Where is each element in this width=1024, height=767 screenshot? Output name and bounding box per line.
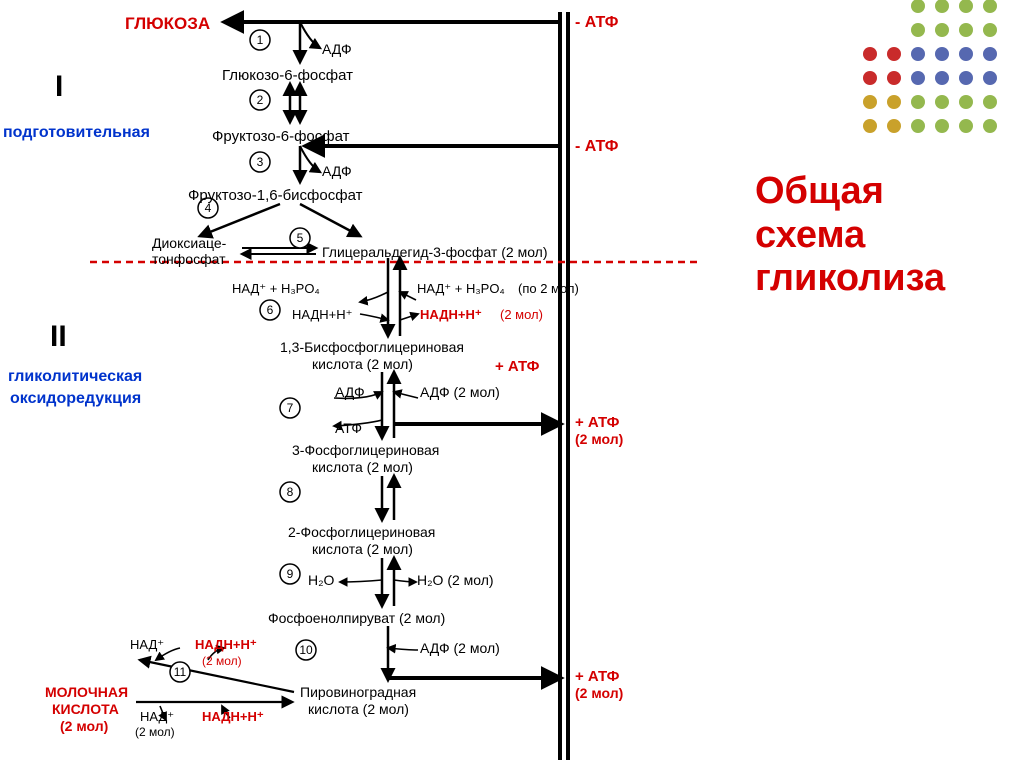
- compound-pyr2: кислота (2 мол): [308, 701, 409, 717]
- diagram-title: Общая схема гликолиза: [755, 170, 945, 301]
- cofactor-16: (2 мол): [202, 655, 242, 669]
- atp-rail-2: + АТФ: [495, 358, 539, 375]
- svg-text:3: 3: [257, 155, 264, 169]
- compound-lac2: КИСЛОТА: [52, 701, 119, 717]
- compound-g6p: Глюкозо-6-фосфат: [222, 67, 353, 84]
- atp-rail-0: - АТФ: [575, 14, 618, 32]
- cofactor-8: АДФ: [335, 384, 365, 400]
- svg-text:8: 8: [287, 485, 294, 499]
- phase-label-phase2a: гликолитическая: [8, 368, 142, 386]
- cofactor-10: АДФ (2 мол): [420, 384, 500, 400]
- compound-2pg2: кислота (2 мол): [312, 541, 413, 557]
- cofactor-0: АДФ: [322, 41, 352, 57]
- compound-lac1: МОЛОЧНАЯ: [45, 684, 128, 700]
- compound-3pg1: 3-Фосфоглицериновая: [292, 442, 439, 458]
- compound-fbp: Фруктозо-1,6-бисфосфат: [188, 187, 362, 204]
- cofactor-15: НАДН+Н⁺: [195, 638, 257, 653]
- cofactor-3: НАД⁺ + H₃PO₄: [417, 282, 505, 297]
- compound-dhap2: тонфосфат: [152, 251, 226, 267]
- phase-label-phase2_num: II: [50, 320, 67, 355]
- cofactor-9: АТФ: [335, 420, 362, 436]
- phase-label-phase2b: оксидоредукция: [10, 390, 141, 408]
- compound-lac3: (2 мол): [60, 718, 108, 734]
- atp-rail-1: - АТФ: [575, 138, 618, 156]
- cofactor-1: АДФ: [322, 163, 352, 179]
- compound-glucose: ГЛЮКОЗА: [125, 14, 210, 34]
- svg-text:1: 1: [257, 33, 264, 47]
- compound-pyr1: Пировиноградная: [300, 684, 416, 700]
- svg-text:11: 11: [174, 665, 187, 679]
- cofactor-2: НАД⁺ + H₃PO₄: [232, 282, 320, 297]
- svg-text:7: 7: [287, 401, 294, 415]
- cofactor-6: НАДН+Н⁺: [420, 308, 482, 323]
- svg-text:2: 2: [257, 93, 264, 107]
- cofactor-14: НАД⁺: [130, 638, 164, 653]
- phase-label-phase1_num: I: [55, 70, 63, 105]
- compound-f6p: Фруктозо-6-фосфат: [212, 128, 349, 145]
- compound-bpg2: кислота (2 мол): [312, 356, 413, 372]
- cofactor-4: (по 2 мол): [518, 282, 579, 297]
- atp-rail-3: + АТФ: [575, 414, 619, 431]
- svg-text:10: 10: [299, 643, 313, 657]
- cofactor-18: (2 мол): [135, 726, 175, 740]
- atp-rail-6: (2 мол): [575, 685, 623, 701]
- svg-text:9: 9: [287, 567, 294, 581]
- cofactor-11: H₂O: [308, 572, 334, 588]
- compound-pep: Фосфоенолпируват (2 мол): [268, 610, 445, 626]
- cofactor-19: НАДН+Н⁺: [202, 710, 264, 725]
- cofactor-5: НАДН+Н⁺: [292, 308, 353, 323]
- atp-rail-4: (2 мол): [575, 431, 623, 447]
- cofactor-7: (2 мол): [500, 308, 543, 323]
- svg-text:5: 5: [297, 231, 304, 245]
- cofactor-13: АДФ (2 мол): [420, 640, 500, 656]
- cofactor-17: НАД⁺: [140, 710, 174, 725]
- compound-g3p: Глицеральдегид-3-фосфат (2 мол): [322, 244, 548, 260]
- cofactor-12: H₂O (2 мол): [417, 572, 494, 588]
- atp-rail-5: + АТФ: [575, 668, 619, 685]
- compound-2pg1: 2-Фосфоглицериновая: [288, 524, 435, 540]
- phase-label-phase1_name: подготовительная: [3, 124, 150, 142]
- compound-dhap1: Диоксиаце-: [152, 235, 226, 251]
- compound-3pg2: кислота (2 мол): [312, 459, 413, 475]
- svg-text:6: 6: [267, 303, 274, 317]
- compound-bpg1: 1,3-Бисфосфоглицериновая: [280, 339, 464, 355]
